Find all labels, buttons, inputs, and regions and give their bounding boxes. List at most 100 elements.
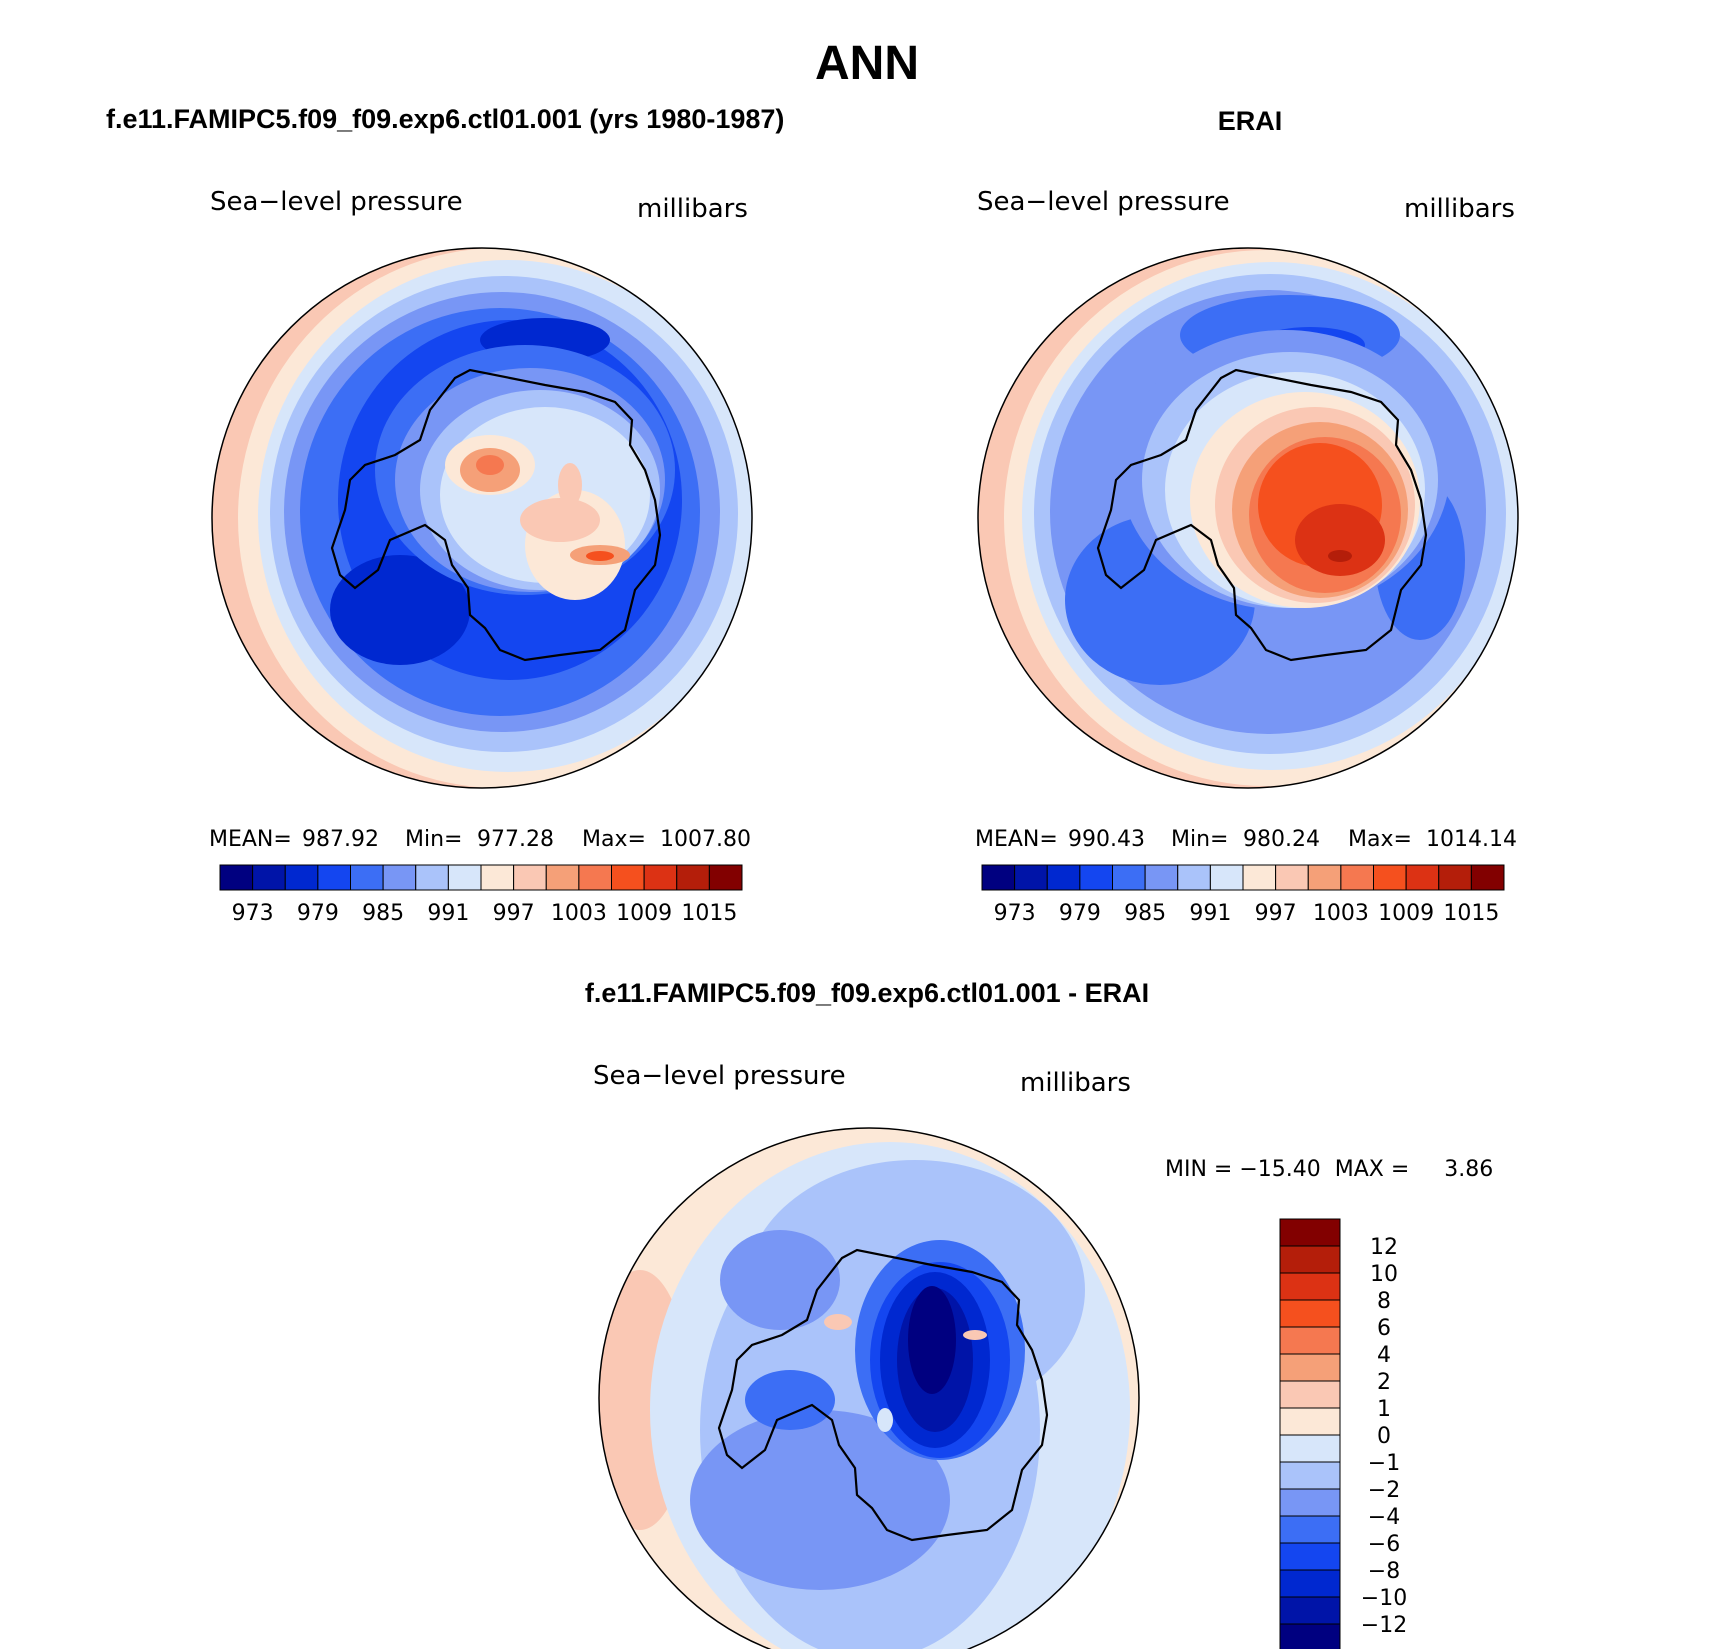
colorbar-diff-tick-label: −2	[1368, 1478, 1400, 1503]
colorbar-diff-tick-label: 6	[1377, 1316, 1391, 1341]
colorbar-left-swatch	[382, 864, 417, 891]
colorbar-diff-tick-label: 4	[1377, 1343, 1391, 1368]
colorbar-right-tick-label: 1009	[1378, 901, 1434, 926]
colorbar-diff-tick-label: −10	[1361, 1586, 1407, 1611]
colorbar-left-tick-label: 1009	[616, 901, 672, 926]
stats-right-mean: 990.43	[1068, 827, 1145, 852]
colorbar-left-swatch	[480, 864, 515, 891]
colorbar-diff-swatch	[1279, 1326, 1341, 1355]
colorbar-left-tick-label: 973	[232, 901, 274, 926]
colorbar-diff-tick-label: −8	[1368, 1559, 1400, 1584]
colorbar-right-swatch	[1405, 864, 1440, 891]
map-bottom	[599, 1128, 1139, 1649]
colorbar-left-swatch	[545, 864, 580, 891]
stats-left-mean: 987.92	[302, 827, 379, 852]
colorbar-left-tick-label: 997	[493, 901, 535, 926]
colorbar-diff-tick-label: −12	[1361, 1613, 1407, 1638]
colorbar-diff-tick-label: −6	[1368, 1532, 1400, 1557]
map-right	[978, 248, 1518, 788]
colorbar-diff-swatch	[1279, 1434, 1341, 1463]
stats-right-max-label: Max=	[1348, 827, 1412, 852]
colorbar-diff-tick-label: −4	[1368, 1505, 1400, 1530]
colorbar-right-swatch	[1209, 864, 1244, 891]
colorbar-diff-tick-label: 12	[1370, 1235, 1398, 1260]
map-right-border	[977, 247, 1519, 789]
colorbar-diff-swatch	[1279, 1380, 1341, 1409]
colorbar-left-tick-label: 991	[427, 901, 469, 926]
stats-right-mean-label: MEAN=	[975, 827, 1058, 852]
colorbar-diff-swatch	[1279, 1596, 1341, 1625]
colorbar-left-tick-label: 979	[297, 901, 339, 926]
colorbar-left-swatch	[317, 864, 351, 891]
colorbar-diff-swatch	[1279, 1218, 1341, 1247]
panel-left-heading: f.e11.FAMIPC5.f09_f09.exp6.ctl01.001 (yr…	[106, 104, 784, 134]
colorbar-left-swatch	[284, 864, 319, 891]
colorbar-left-swatch	[578, 864, 612, 891]
colorbar-left-swatch	[708, 864, 743, 891]
colorbar-diff-tick-label: 8	[1377, 1289, 1391, 1314]
colorbar-diff-swatch	[1279, 1515, 1341, 1544]
colorbar-diff-swatch	[1279, 1407, 1341, 1436]
colorbar-diff-swatch	[1279, 1299, 1341, 1328]
colorbar-right-swatch	[1046, 864, 1081, 891]
colorbar-right-swatch	[981, 864, 1016, 891]
panel-bottom-variable: Sea−level pressure	[593, 1061, 846, 1091]
panel-bottom-units: millibars	[1020, 1068, 1131, 1098]
colorbar-right-tick-label: 985	[1124, 901, 1166, 926]
colorbar-diff-swatch	[1279, 1245, 1341, 1274]
stats-right-min: 980.24	[1243, 827, 1320, 852]
colorbar-left-swatch	[219, 864, 254, 891]
colorbar-right-swatch	[1275, 864, 1309, 891]
colorbar-left-swatch	[643, 864, 678, 891]
colorbar-diff-swatch	[1279, 1569, 1341, 1598]
panel-right-units: millibars	[1404, 194, 1515, 224]
colorbar-diff-tick-label: 10	[1370, 1262, 1398, 1287]
map-bottom-border	[598, 1127, 1140, 1649]
page-title: ANN	[815, 37, 919, 90]
colorbar-diff-swatch	[1279, 1488, 1341, 1517]
stats-right: MEAN= 990.43 Min= 980.24 Max= 1014.14	[975, 827, 1517, 852]
panel-left-variable: Sea−level pressure	[210, 187, 463, 217]
colorbar-left-swatch	[611, 864, 645, 891]
colorbar-right-tick-label: 973	[994, 901, 1036, 926]
panel-right-variable: Sea−level pressure	[977, 187, 1230, 217]
stats-right-max: 1014.14	[1426, 827, 1517, 852]
colorbar-diff-tick-label: 2	[1377, 1370, 1391, 1395]
colorbar-diff-swatch	[1279, 1272, 1341, 1301]
colorbar-diff-tick-label: −1	[1368, 1451, 1400, 1476]
colorbar-right-swatch	[1307, 864, 1342, 891]
panel-bottom-heading: f.e11.FAMIPC5.f09_f09.exp6.ctl01.001 - E…	[585, 978, 1149, 1008]
colorbar-left-swatch	[350, 864, 384, 891]
stats-left: MEAN= 987.92 Min= 977.28 Max= 1007.80	[209, 827, 751, 852]
colorbar-diff-swatch	[1279, 1353, 1341, 1382]
stats-left-max-label: Max=	[582, 827, 646, 852]
colorbar-right-swatch	[1373, 864, 1407, 891]
colorbar-left-swatch	[513, 864, 547, 891]
colorbar-right-tick-label: 997	[1255, 901, 1297, 926]
colorbar-right-swatch	[1177, 864, 1211, 891]
panel-left-units: millibars	[637, 194, 748, 224]
stats-left-min-label: Min=	[405, 827, 462, 852]
colorbar-left-tick-label: 1015	[681, 901, 737, 926]
colorbar-diff-swatch	[1279, 1623, 1341, 1649]
colorbar-left: 973 979 985 991 997 1003 1009 1015	[219, 864, 743, 926]
colorbar-right-swatch	[1079, 864, 1113, 891]
colorbar-diff-swatch	[1279, 1542, 1341, 1571]
stats-left-min: 977.28	[477, 827, 554, 852]
colorbar-right-swatch	[1112, 864, 1146, 891]
colorbar-diff-swatch	[1279, 1461, 1341, 1490]
colorbar-diff-tick-label: 1	[1377, 1397, 1391, 1422]
stats-right-min-label: Min=	[1171, 827, 1228, 852]
colorbar-right-tick-label: 1003	[1313, 901, 1369, 926]
colorbar-right-tick-label: 991	[1189, 901, 1231, 926]
colorbar-right-swatch	[1470, 864, 1505, 891]
colorbar-left-tick-label: 1003	[551, 901, 607, 926]
colorbar-diff-tick-label: 0	[1377, 1424, 1391, 1449]
colorbar-left-tick-label: 985	[362, 901, 404, 926]
colorbar-right-tick-label: 979	[1059, 901, 1101, 926]
map-left	[212, 248, 752, 788]
panel-bottom-minmax: MIN = −15.40 MAX = 3.86	[1165, 1157, 1493, 1182]
colorbar-right-swatch	[1144, 864, 1179, 891]
